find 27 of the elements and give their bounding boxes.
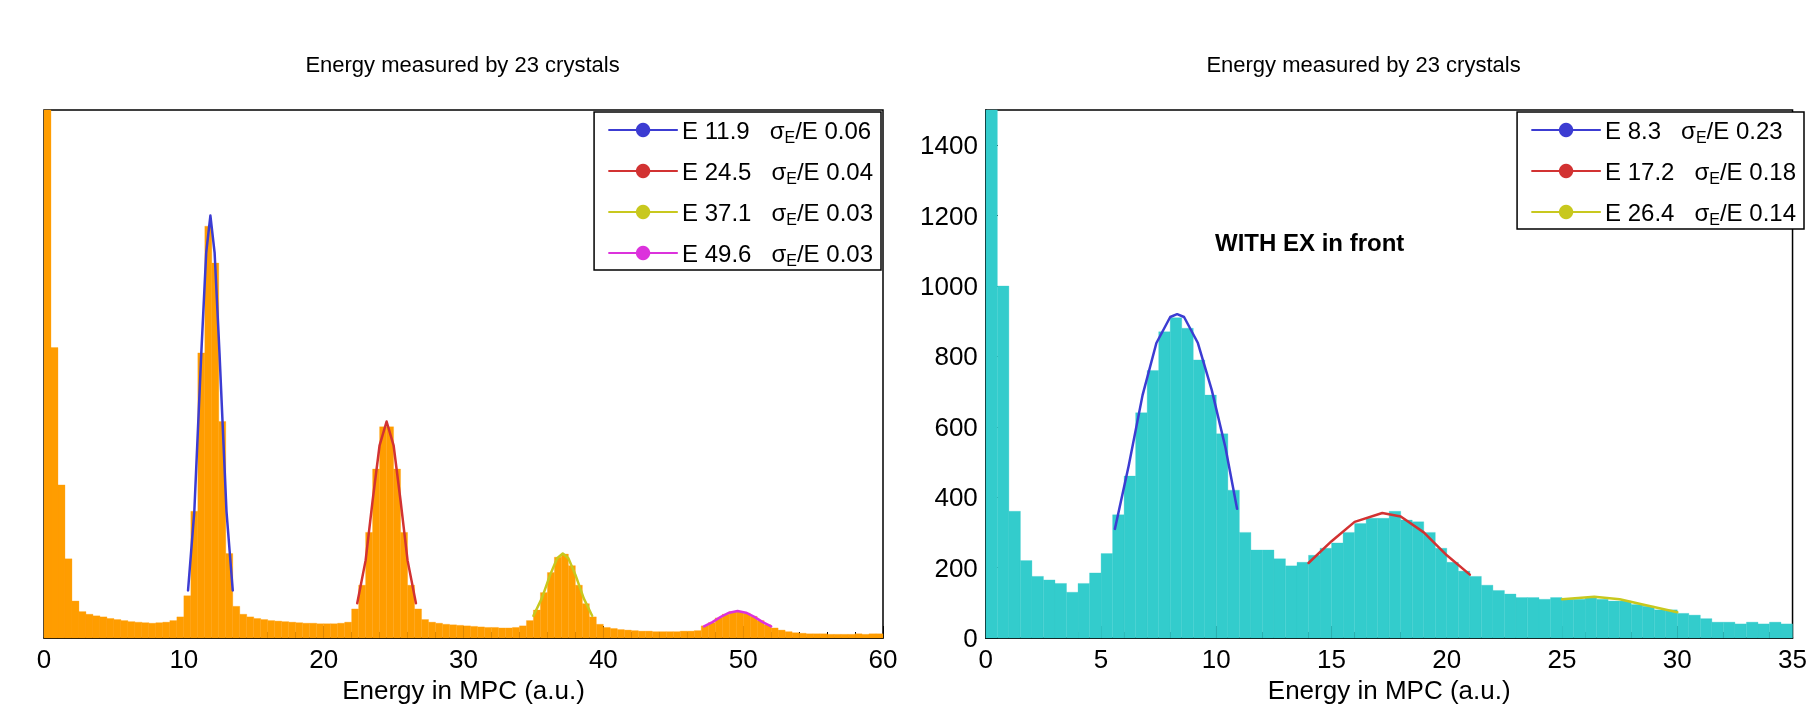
x-tick-label: 25 xyxy=(1547,644,1577,674)
x-tick-label: 20 xyxy=(309,644,339,674)
x-tick-label: 10 xyxy=(1201,644,1231,674)
x-tick-label: 40 xyxy=(588,644,618,674)
x-tick-label: 50 xyxy=(728,644,758,674)
y-tick-label: 200 xyxy=(934,552,978,583)
chart-title: Energy measured by 23 crystals xyxy=(1206,51,1521,77)
chart-title: Energy measured by 23 crystals xyxy=(305,51,620,77)
y-tick-label: 1400 xyxy=(920,130,978,161)
x-tick-label: 60 xyxy=(868,644,898,674)
y-tick-label: 600 xyxy=(934,411,978,442)
x-axis-title: Energy in MPC (a.u.) xyxy=(342,674,585,705)
y-tick-label: 1200 xyxy=(920,200,978,231)
x-tick-label: 30 xyxy=(1662,644,1692,674)
y-tick-label: 1000 xyxy=(920,271,978,301)
x-tick-label: 20 xyxy=(1432,644,1462,674)
x-axis-title: Energy in MPC (a.u.) xyxy=(1267,674,1511,705)
y-tick-label: 0 xyxy=(963,623,978,653)
annotation: WITH EX in front xyxy=(1215,228,1405,256)
y-tick-label: 800 xyxy=(934,341,978,372)
x-tick-label: 30 xyxy=(449,644,478,674)
x-tick-label: 35 xyxy=(1778,644,1807,674)
y-tick-label: 400 xyxy=(934,482,978,513)
x-tick-label: 10 xyxy=(169,644,199,674)
x-tick-label: 5 xyxy=(1093,644,1109,674)
x-tick-label: 0 xyxy=(36,644,52,674)
x-tick-label: 15 xyxy=(1317,644,1347,674)
